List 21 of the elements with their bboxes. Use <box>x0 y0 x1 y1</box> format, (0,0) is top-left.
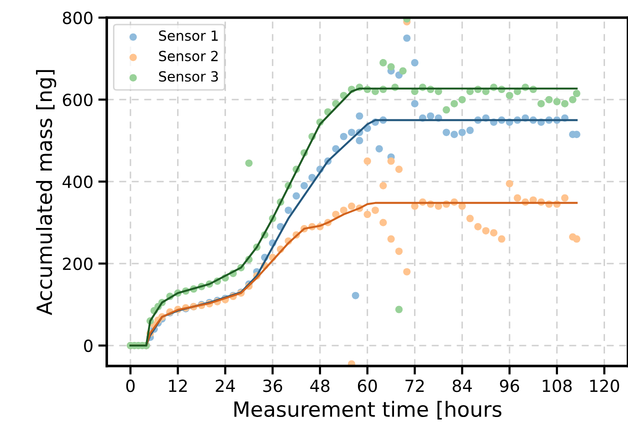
x-tick-label: 24 <box>216 380 235 392</box>
y-axis-title: Accumulated mass [ng] <box>36 70 56 316</box>
x-tick-label: 48 <box>310 380 330 392</box>
x-tick-label: 36 <box>263 380 282 392</box>
x-tick-label: 84 <box>452 380 472 392</box>
y-tick-label: 800 <box>62 12 92 24</box>
y-tick-label: 400 <box>62 176 92 188</box>
x-axis-title: Measurement time [hours <box>234 400 502 420</box>
y-tick-label: 0 <box>84 340 92 352</box>
y-tick-label: 600 <box>62 94 92 106</box>
legend-label: Sensor 1 <box>159 30 218 41</box>
legend-label: Sensor 3 <box>159 71 218 82</box>
legend-label: Sensor 2 <box>159 50 218 62</box>
x-tick-label: 60 <box>358 380 377 392</box>
x-tick-label: 12 <box>169 380 187 392</box>
x-tick-label: 120 <box>590 380 620 392</box>
y-tick-label: 200 <box>62 258 92 270</box>
x-tick-label: 0 <box>126 380 135 392</box>
x-tick-label: 72 <box>406 380 424 392</box>
x-tick-label: 108 <box>542 380 572 392</box>
x-tick-label: 96 <box>500 380 520 392</box>
